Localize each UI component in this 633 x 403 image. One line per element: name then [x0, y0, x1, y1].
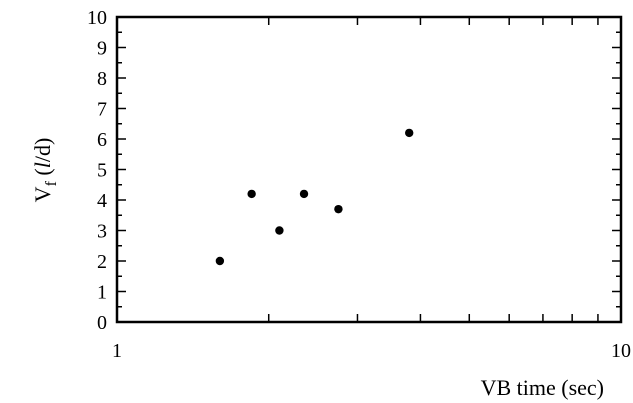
y-tick-label: 6: [97, 129, 107, 151]
y-tick-label: 8: [97, 68, 107, 90]
data-point: [275, 226, 284, 235]
y-tick-label: 10: [87, 7, 107, 29]
data-point: [215, 256, 225, 266]
y-tick-label: 3: [97, 221, 107, 243]
y-tick-label: 4: [97, 190, 107, 212]
y-tick-label: 9: [97, 38, 107, 60]
x-tick-label: 1: [112, 340, 122, 362]
y-tick-label: 1: [97, 282, 107, 304]
y-tick-label: 0: [97, 312, 107, 334]
data-point: [334, 204, 343, 214]
points-layer: [215, 128, 414, 266]
y-tick-label: 7: [97, 99, 107, 121]
y-axis-title-prefix: V: [30, 186, 55, 202]
data-point: [299, 189, 309, 199]
x-tick-label: 10: [611, 340, 631, 362]
y-tick-label: 5: [97, 160, 107, 182]
y-tick-label: 2: [97, 251, 107, 273]
data-point: [405, 128, 414, 138]
y-axis-title: Vf (l/d): [30, 138, 60, 203]
y-axis-title-subscript: f: [43, 180, 60, 186]
x-axis-title: VB time (sec): [481, 375, 604, 400]
y-axis-title-italic: l: [30, 162, 55, 168]
ticks-layer: [116, 16, 622, 323]
plot-frame: [115, 15, 623, 324]
y-axis-title-open: (: [30, 168, 55, 181]
y-axis-title-rest: /d): [30, 138, 55, 162]
data-point: [247, 189, 256, 199]
